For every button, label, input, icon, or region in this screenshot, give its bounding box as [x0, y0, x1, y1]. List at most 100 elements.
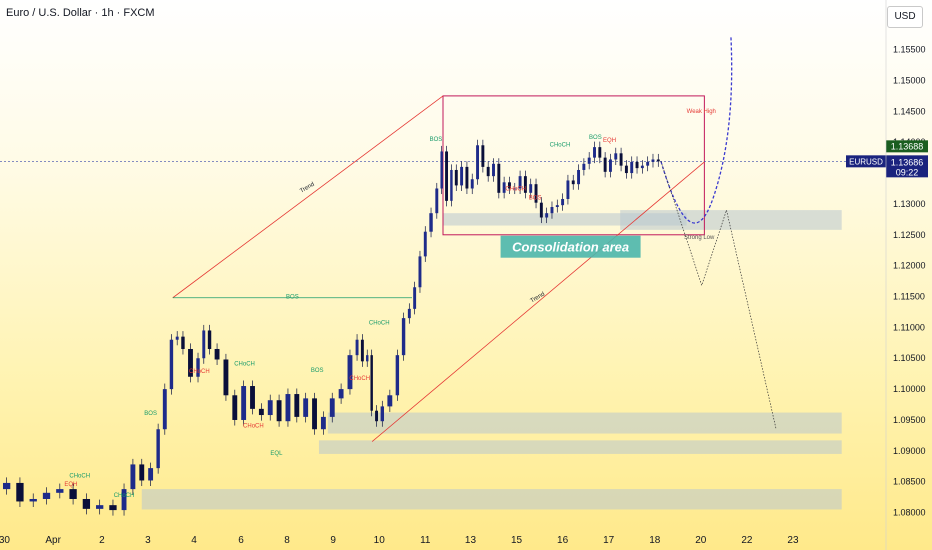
structure-label: CHoCH	[550, 143, 571, 149]
candle-body	[395, 355, 400, 396]
y-tick-label: 1.13000	[893, 199, 926, 209]
candle-body	[481, 145, 485, 167]
candle-body	[121, 489, 127, 511]
structure-label: CHoCH	[189, 369, 210, 375]
candle-body	[440, 151, 443, 189]
x-tick-label: 8	[284, 535, 290, 546]
candle-body	[423, 231, 427, 257]
x-tick-label: 15	[511, 535, 523, 546]
candle-body	[619, 153, 623, 166]
projection-bullish	[660, 37, 733, 224]
y-tick-label: 1.09000	[893, 446, 926, 456]
candle-body	[181, 336, 185, 349]
last-price-text: 1.13688	[891, 141, 924, 151]
candle-body	[539, 202, 543, 218]
structure-label: CHoCH	[505, 186, 526, 192]
candle-body	[96, 505, 104, 509]
candle-body	[360, 339, 364, 362]
candle-body	[366, 355, 369, 362]
chart-title: Euro / U.S. Dollar · 1h · FXCM	[6, 7, 155, 19]
y-tick-label: 1.11000	[893, 322, 925, 332]
projection-bearish	[660, 161, 777, 430]
candle-body	[320, 416, 326, 430]
structure-label: BOS	[589, 135, 602, 141]
structure-label: CHoCH	[243, 423, 264, 429]
candle-body	[2, 482, 11, 490]
candle-body	[285, 394, 291, 422]
y-tick-label: 1.08500	[893, 477, 926, 487]
candle-body	[656, 159, 660, 162]
candle-body	[29, 498, 37, 502]
candle-body	[587, 157, 591, 164]
structure-label: CHoCH	[234, 362, 255, 368]
x-tick-label: 2	[99, 535, 105, 546]
x-tick-label: 20	[695, 535, 707, 546]
y-tick-label: 1.15500	[893, 45, 926, 55]
structure-label: BOS	[311, 368, 324, 374]
candle-body	[207, 330, 212, 349]
countdown-text: 09:22	[896, 167, 919, 177]
weak-high-label: Weak High	[687, 109, 716, 115]
structure-label: EQH	[64, 482, 77, 488]
structure-label: BOS	[144, 411, 157, 417]
candle-body	[413, 287, 417, 309]
y-tick-label: 1.12000	[893, 261, 926, 271]
x-tick-label: 11	[420, 535, 431, 546]
y-tick-label: 1.09500	[893, 415, 926, 425]
candle-body	[267, 400, 273, 416]
candle-body	[241, 386, 247, 420]
y-tick-label: 1.15000	[893, 75, 926, 85]
candle-body	[188, 348, 193, 377]
candle-body	[550, 207, 554, 214]
candle-body	[375, 410, 379, 422]
zone-mid-1	[327, 412, 842, 434]
candle-body	[250, 386, 255, 409]
x-tick-label: Apr	[45, 535, 61, 546]
candle-body	[418, 256, 422, 288]
candle-body	[312, 398, 317, 430]
candle-body	[630, 161, 634, 174]
candle-body	[486, 166, 490, 177]
candle-body	[534, 184, 538, 203]
trend-line-lower	[371, 161, 705, 442]
candle-body	[347, 355, 353, 390]
candle-body	[202, 330, 206, 359]
structure-label: BOS	[430, 137, 443, 143]
candle-body	[82, 498, 91, 509]
currency-selector[interactable]: USD	[887, 6, 923, 28]
last-price-badge	[886, 140, 928, 153]
candle-body	[465, 166, 469, 189]
consolidation-badge-bg	[500, 235, 641, 258]
candle-body	[16, 482, 24, 502]
candle-body	[380, 406, 385, 422]
x-tick-label: 3	[145, 535, 151, 546]
candle-body	[303, 398, 309, 417]
y-tick-label: 1.11500	[893, 292, 925, 302]
candle-body	[646, 161, 650, 166]
candle-body	[614, 153, 618, 160]
candle-body	[258, 408, 264, 416]
candle-body	[624, 165, 628, 174]
candle-body	[130, 464, 136, 490]
symbol-badge	[846, 155, 886, 168]
candle-body	[139, 464, 145, 481]
y-tick-label: 1.14500	[893, 106, 926, 116]
candle-body	[603, 157, 607, 172]
x-tick-label: 9	[330, 535, 336, 546]
y-tick-label: 1.10500	[893, 353, 926, 363]
candle-body	[571, 180, 575, 185]
candle-body	[492, 163, 495, 177]
candle-body	[507, 182, 511, 189]
candle-body	[561, 198, 565, 206]
candle-body	[470, 179, 474, 189]
candle-body	[196, 358, 200, 377]
current-price-text: 1.13686	[891, 157, 924, 167]
candle-body	[651, 159, 655, 162]
candle-body	[214, 348, 220, 360]
x-tick-label: 23	[787, 535, 799, 546]
x-tick-label: 13	[465, 535, 477, 546]
candle-body	[435, 188, 439, 214]
candle-body	[502, 182, 506, 193]
